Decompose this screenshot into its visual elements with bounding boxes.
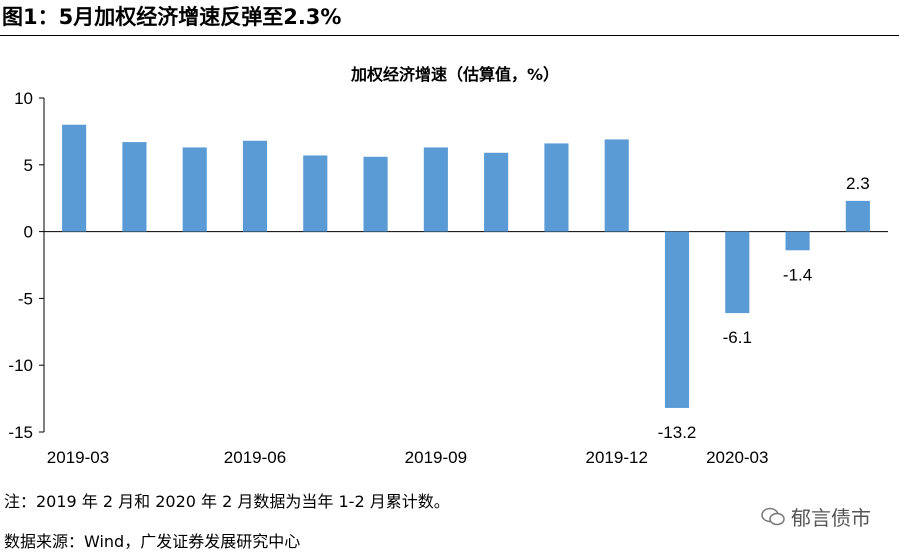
x-tick-label: 2019-12 [586,448,648,467]
bar-2020-03 [725,231,750,314]
bar-2019-11 [544,143,569,232]
data-source: 数据来源：Wind，广发证券发展研究中心 [4,532,301,551]
figure-title: 图1：5月加权经济增速反弹至2.3% [0,0,899,36]
bar-chart: 加权经济增速（估算值，%） 10 5 0 -5 -10 -15 2019-03 2019-06… [8,65,888,467]
bar-2019-07 [303,155,328,232]
x-tick-label: 2019-06 [224,448,286,467]
watermark: 郁言债市 [761,502,871,531]
y-tick-label: 5 [24,156,33,175]
bar-2020-05 [845,200,870,232]
axes: 10 5 0 -5 -10 -15 2019-03 2019-06 2019-09 2019-12… [8,89,888,467]
y-tick-label: -15 [8,423,33,442]
footnote: 注：2019 年 2 月和 2020 年 2 月数据为当年 1-2 月累计数。 [4,492,450,511]
watermark-text: 郁言债市 [791,506,871,530]
bar-2020-02 [664,231,690,408]
bar-2019-05 [182,147,207,232]
bar-2019-04 [122,142,147,232]
bar-2020-04 [785,231,810,251]
bar-2019-03 [62,124,87,232]
x-tick-label: 2019-09 [405,448,467,467]
data-label: 2.3 [846,174,870,193]
data-labels: -13.2 -6.1 -1.4 2.3 [658,174,870,442]
y-tick-label: -5 [18,289,33,308]
x-tick-label: 2020-03 [706,448,768,467]
bar-2019-08 [363,156,388,232]
y-tick-label: 0 [24,223,33,242]
bar-2019-06 [242,140,268,232]
bar-2019-10 [484,152,509,232]
x-tick-label: 2019-03 [47,448,109,467]
data-label: -1.4 [783,265,812,284]
y-tick-label: 10 [14,89,33,108]
chat-bubble-icon [761,507,785,525]
bars [62,124,870,408]
chart-title: 加权经济增速（估算值，%） [350,65,559,84]
bar-2019-12 [604,139,629,232]
data-label: -6.1 [723,328,752,347]
y-tick-label: -10 [8,356,33,375]
bar-2019-09 [423,147,448,232]
data-label: -13.2 [658,423,697,442]
